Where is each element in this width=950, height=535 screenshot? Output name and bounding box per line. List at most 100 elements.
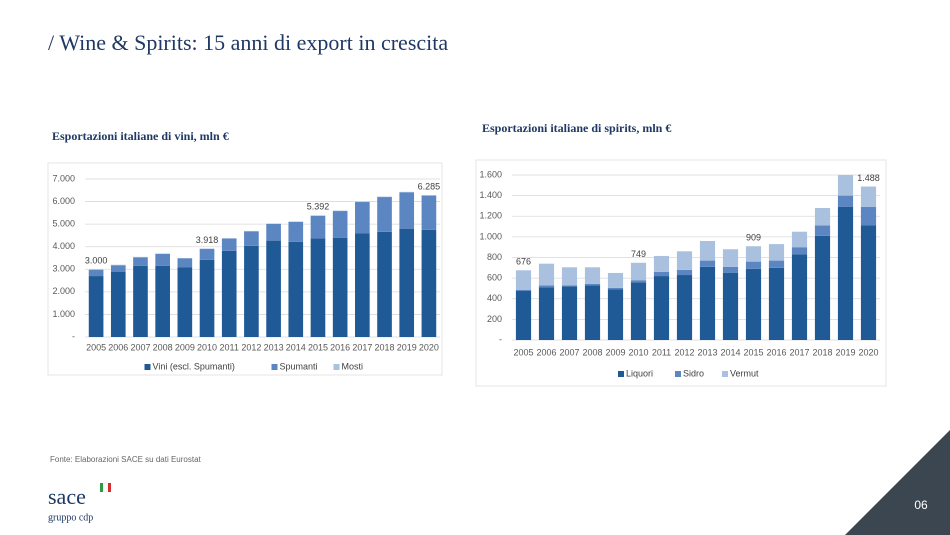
bar-segment [155, 265, 170, 337]
bar-segment [515, 289, 532, 292]
bar-segment [310, 238, 326, 337]
bar-segment [814, 225, 831, 236]
x-tick-label: 2012 [674, 347, 694, 357]
logo-flag [100, 483, 103, 492]
bar-segment [538, 263, 555, 286]
bar-segment [630, 280, 647, 283]
y-tick-label: 5.000 [52, 219, 75, 229]
bar-segment [653, 271, 670, 277]
x-tick-label: 2010 [197, 342, 217, 352]
x-tick-label: 2015 [308, 342, 328, 352]
y-tick-label: 1.200 [479, 211, 502, 221]
bar-segment [244, 245, 259, 337]
total-label: 3.000 [85, 256, 108, 266]
bar-segment [630, 262, 647, 281]
bar-segment [676, 275, 693, 340]
bar-segment [88, 269, 104, 277]
bar-segment [177, 258, 193, 268]
bar-segment [607, 289, 624, 340]
x-tick-label: 2009 [175, 342, 195, 352]
x-tick-label: 2011 [652, 347, 671, 357]
bar-segment [221, 250, 237, 337]
bar-segment [377, 231, 392, 337]
bar-segment [288, 241, 304, 337]
bar-segment [860, 225, 877, 340]
legend-label: Sidro [683, 368, 704, 378]
bar-segment [607, 272, 624, 288]
y-tick-label: 1.000 [52, 309, 75, 319]
bar-segment [266, 240, 281, 337]
bar-segment [860, 206, 877, 226]
bar-segment [584, 267, 601, 284]
bar-segment [860, 186, 877, 207]
x-tick-label: 2017 [352, 342, 372, 352]
bar-segment [791, 247, 808, 255]
bar-segment [837, 206, 854, 340]
x-tick-label: 2006 [536, 347, 556, 357]
bar-segment [244, 231, 259, 246]
bar-segment [745, 261, 762, 269]
x-tick-label: 2006 [108, 342, 128, 352]
x-tick-label: 2014 [720, 347, 740, 357]
y-tick-label: 7.000 [52, 173, 75, 183]
bar-segment [133, 265, 148, 337]
bar-segment [607, 287, 624, 290]
bar-segment [515, 270, 532, 290]
x-tick-label: 2015 [743, 347, 763, 357]
y-tick-label: 600 [487, 273, 502, 283]
y-tick-label: 800 [487, 252, 502, 262]
bar-segment [310, 215, 326, 239]
bar-segment [837, 175, 854, 196]
logo-subtitle: gruppo cdp [48, 512, 93, 523]
total-label: 5.392 [307, 202, 330, 212]
y-tick-label: - [499, 334, 502, 344]
x-tick-label: 2016 [766, 347, 786, 357]
x-tick-label: 2013 [697, 347, 717, 357]
bar-segment [584, 283, 601, 286]
bar-segment [837, 195, 854, 207]
bar-segment [399, 228, 415, 337]
y-tick-label: - [72, 331, 75, 341]
bar-segment [266, 223, 281, 241]
x-tick-label: 2008 [153, 342, 173, 352]
total-label: 676 [516, 257, 531, 267]
bar-segment [768, 267, 785, 340]
total-label: 6.285 [418, 182, 441, 192]
logo: sace [48, 484, 86, 509]
bar-segment [332, 211, 348, 238]
x-tick-label: 2013 [264, 342, 284, 352]
x-tick-label: 2008 [582, 347, 602, 357]
x-tick-label: 2012 [241, 342, 261, 352]
bar-segment [538, 287, 555, 340]
total-label: 1.488 [857, 173, 880, 183]
total-label: 3.918 [196, 235, 219, 245]
x-tick-label: 2005 [513, 347, 533, 357]
x-tick-label: 2020 [419, 342, 439, 352]
bar-segment [355, 233, 370, 337]
total-label: 909 [746, 233, 761, 243]
bar-segment [699, 260, 716, 267]
legend-swatch [675, 371, 681, 377]
bar-segment [699, 241, 716, 261]
page-number: 06 [914, 498, 928, 512]
x-tick-label: 2005 [86, 342, 106, 352]
bar-segment [199, 259, 215, 337]
x-tick-label: 2010 [628, 347, 648, 357]
bar-segment [515, 291, 532, 340]
bar-segment [745, 246, 762, 262]
bar-segment [561, 285, 578, 287]
chart-title: Esportazioni italiane di spirits, mln € [482, 121, 671, 135]
bar-segment [814, 235, 831, 340]
y-tick-label: 1.600 [479, 169, 502, 179]
legend-label: Vermut [730, 368, 759, 378]
source-note: Fonte: Elaborazioni SACE su dati Eurosta… [50, 455, 202, 464]
legend-label: Spumanti [280, 361, 318, 371]
bar-segment [399, 192, 415, 229]
y-tick-label: 200 [487, 314, 502, 324]
bar-segment [745, 268, 762, 340]
bar-segment [377, 197, 392, 232]
y-tick-label: 3.000 [52, 264, 75, 274]
bar-segment [199, 249, 215, 260]
corner-triangle [845, 430, 950, 535]
x-tick-label: 2016 [330, 342, 350, 352]
